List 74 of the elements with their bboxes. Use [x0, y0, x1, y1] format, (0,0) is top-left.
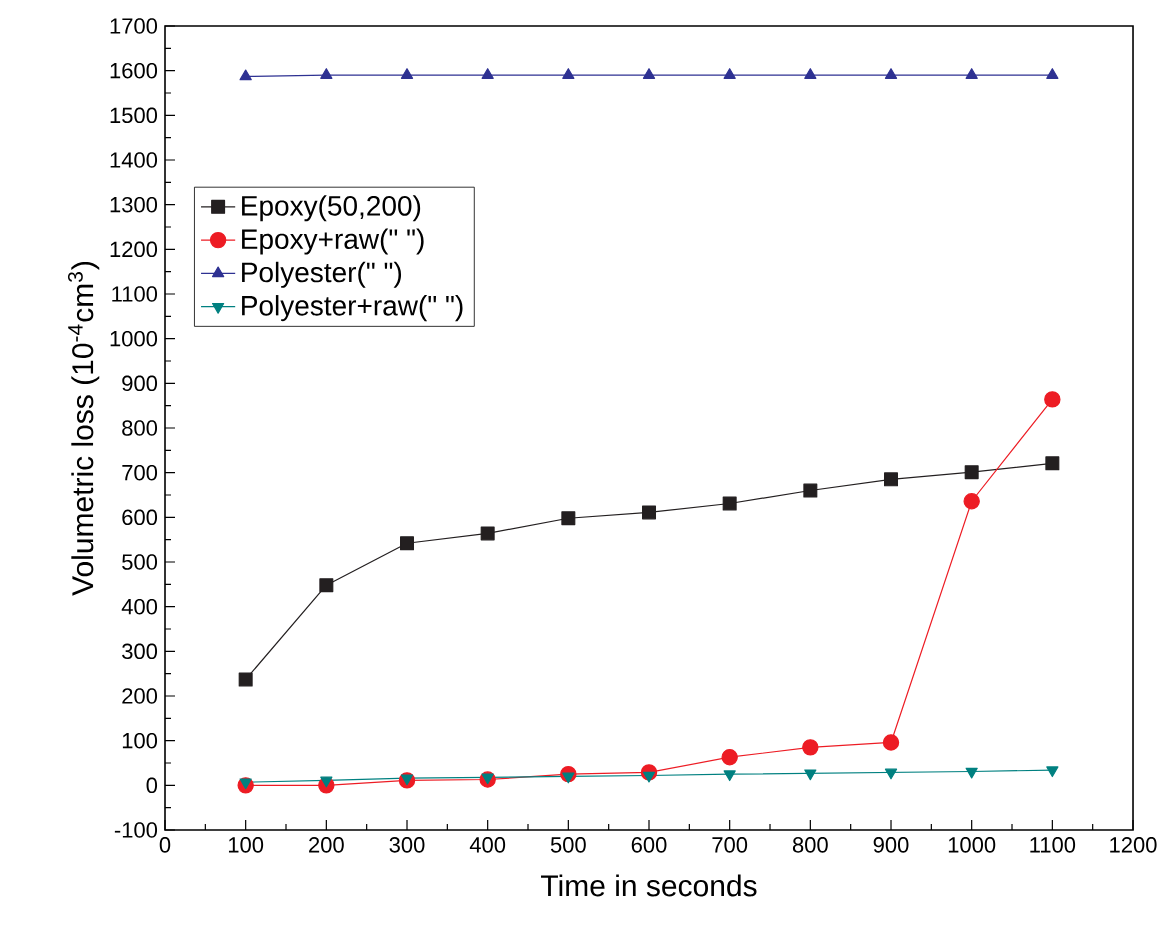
point: [884, 68, 898, 79]
point: [239, 778, 252, 790]
x-tick-label: 1200: [1110, 837, 1157, 853]
point: [804, 769, 817, 781]
y-tick-label: 600: [122, 509, 158, 526]
point: [481, 68, 494, 79]
x-tick-label: 1100: [1030, 837, 1076, 853]
y-tick-label: 1100: [112, 286, 158, 302]
point: [721, 748, 738, 766]
x-tick-label: 800: [792, 837, 828, 853]
x-tick-label: 100: [228, 837, 264, 853]
x-tick-label: 1000: [948, 837, 996, 853]
point: [642, 505, 657, 520]
point: [239, 69, 252, 81]
y-tick-label: -100: [114, 822, 158, 838]
point: [803, 483, 818, 498]
point: [965, 767, 978, 779]
point: [884, 472, 899, 487]
y-tick-label: 1600: [110, 62, 158, 79]
x-tick-label: 500: [550, 837, 586, 853]
point: [320, 776, 333, 788]
x-tick-label: 700: [712, 837, 748, 853]
point: [562, 772, 575, 784]
point: [884, 768, 898, 780]
point: [320, 68, 333, 79]
point: [642, 771, 656, 783]
point: [1044, 391, 1061, 408]
y-tick-label: 800: [122, 420, 158, 436]
x-tick-label: 300: [389, 837, 425, 853]
point: [882, 734, 900, 751]
y-tick-label: 700: [122, 464, 158, 481]
y-tick-label: 900: [122, 375, 158, 392]
point: [400, 536, 415, 551]
y-tick-label: 400: [121, 598, 158, 615]
y-tick-label: 1400: [110, 152, 158, 168]
legend-label: Polyester(" "): [242, 261, 402, 288]
legend-label: Epoxy+raw(" "): [242, 228, 424, 255]
point: [802, 739, 819, 756]
y-tick-label: 0: [146, 777, 158, 794]
legend-label: Epoxy(50,200): [242, 195, 421, 222]
point: [1045, 456, 1060, 471]
x-axis-title: Time in seconds: [541, 874, 757, 897]
point: [561, 511, 576, 526]
point: [963, 493, 980, 510]
point: [480, 526, 495, 541]
point: [642, 68, 656, 79]
y-tick-label: 1300: [110, 196, 158, 213]
point: [965, 68, 978, 79]
y-tick-label: 500: [122, 554, 158, 570]
point: [723, 770, 736, 782]
point: [722, 496, 737, 511]
y-tick-label: 1000: [110, 330, 158, 347]
point: [1046, 766, 1059, 778]
y-tick-label: 300: [122, 643, 158, 660]
point: [400, 68, 414, 79]
point: [562, 68, 575, 79]
point: [1046, 68, 1059, 79]
x-tick-label: 600: [631, 837, 667, 853]
point: [238, 672, 253, 687]
x-tick-label: 400: [469, 837, 506, 853]
y-tick-label: 1500: [110, 107, 158, 124]
y-tick-label: 1200: [110, 241, 158, 258]
y-tick-label: 1700: [110, 18, 158, 34]
point: [964, 465, 979, 480]
point: [723, 68, 736, 79]
y-axis-title: Volumetric loss (10$^{-4}$cm$^{3}$): [67, 261, 100, 596]
x-tick-label: 0: [159, 837, 171, 853]
legend-label: Polyester+raw(" "): [242, 295, 463, 322]
y-tick-label: 200: [122, 688, 158, 704]
y-tick-label: 100: [122, 732, 158, 749]
x-tick-label: 200: [309, 837, 344, 853]
x-tick-label: 900: [873, 837, 909, 853]
point: [804, 68, 817, 79]
point: [319, 578, 334, 593]
